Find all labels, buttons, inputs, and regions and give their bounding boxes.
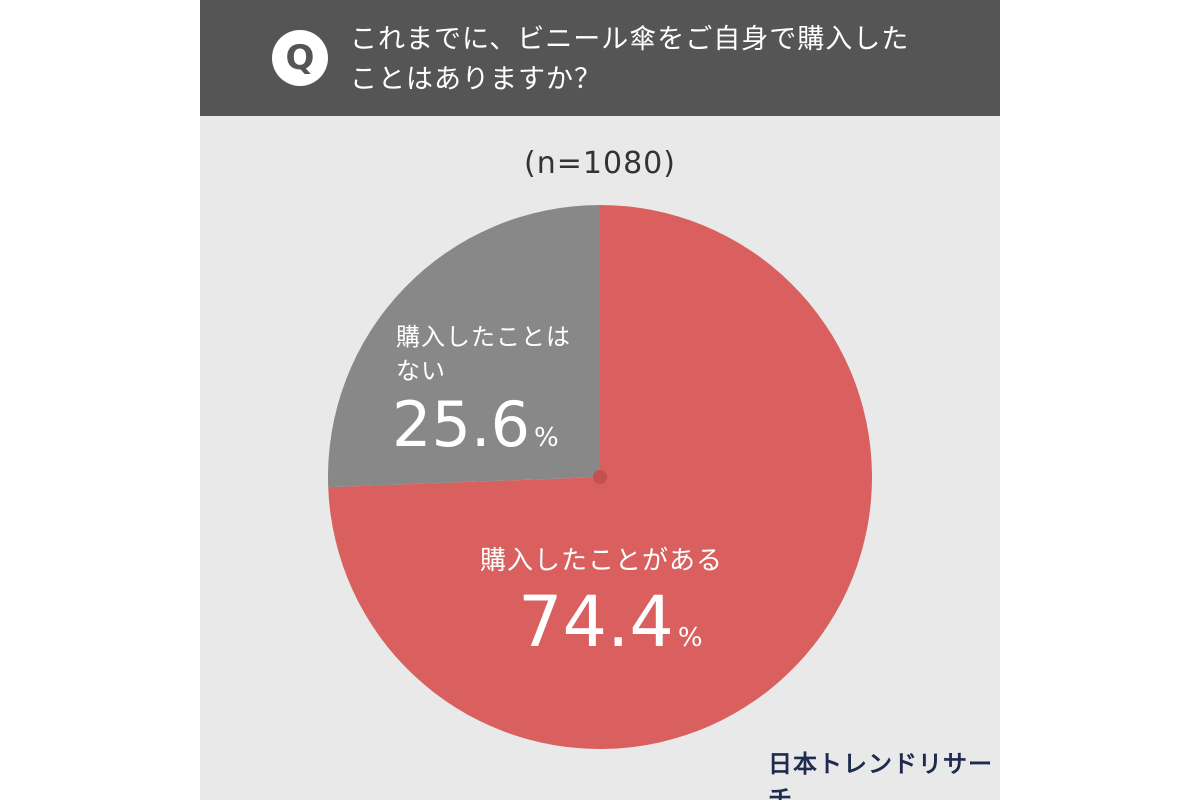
chart-card: Q これまでに、ビニール傘をご自身で購入した ことはありますか？ (n=1080…	[200, 0, 1000, 800]
pie-slice-1	[328, 205, 600, 488]
slice-label-no-line2: ない	[396, 357, 446, 385]
question-line-1: これまでに、ビニール傘をご自身で購入した	[350, 24, 910, 55]
slice-label-no-line1: 購入したことは	[396, 323, 571, 351]
slice-value-no: 25.6%	[392, 390, 559, 473]
sample-size: (n=1080)	[524, 146, 676, 181]
slice-value-no-unit: %	[534, 423, 559, 453]
slice-label-yes: 購入したことがある	[480, 546, 724, 576]
question-header: Q これまでに、ビニール傘をご自身で購入した ことはありますか？	[200, 0, 1000, 116]
slice-value-yes-unit: %	[677, 623, 703, 653]
question-line-2: ことはありますか？	[350, 64, 602, 95]
question-badge: Q	[272, 30, 328, 86]
pie-chart	[328, 205, 873, 749]
pie-center-dot	[593, 470, 607, 484]
slice-value-yes-number: 74.4	[518, 581, 674, 663]
brand-logo: 日本トレンドリサーチ	[768, 750, 993, 800]
question-text: これまでに、ビニール傘をご自身で購入した ことはありますか？	[350, 20, 970, 100]
slice-value-no-number: 25.6	[392, 388, 531, 461]
slice-label-no: 購入したことは ない	[396, 320, 596, 388]
slice-value-yes: 74.4%	[518, 582, 703, 678]
